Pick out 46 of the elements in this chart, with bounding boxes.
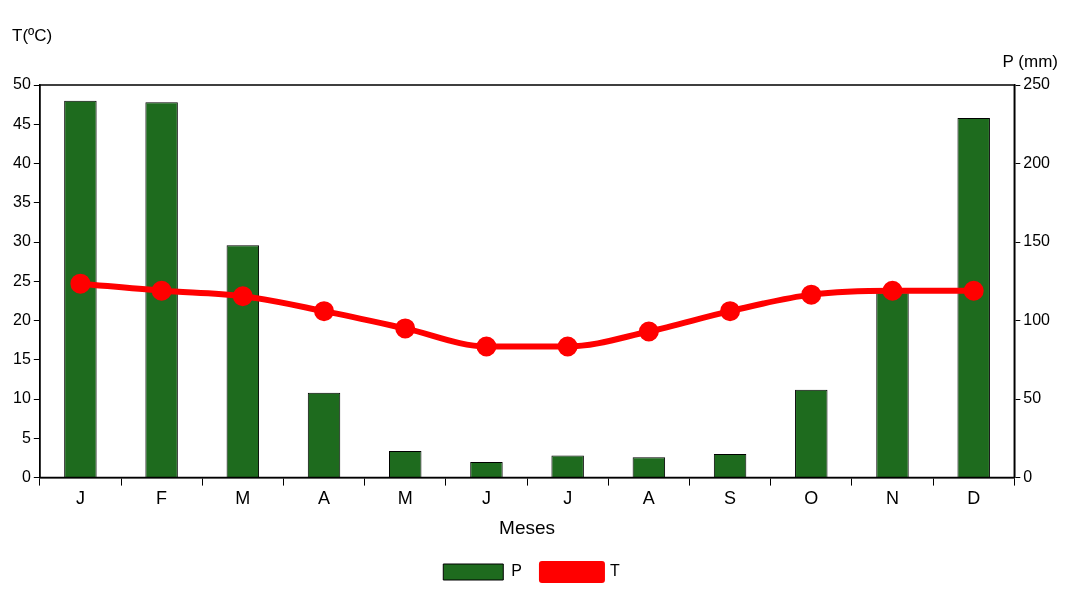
x-tick-label: A xyxy=(318,488,331,509)
y-tick-label: 5 xyxy=(21,428,31,446)
legend-label: P xyxy=(511,562,522,580)
x-tick-label: J xyxy=(563,488,573,509)
x-tick-label: A xyxy=(642,488,655,509)
point xyxy=(720,301,741,322)
point xyxy=(232,286,253,307)
y-tick-label: 25 xyxy=(13,271,31,289)
y-axis-title: T(ºC) xyxy=(12,25,53,45)
y-tick-label: 0 xyxy=(21,468,31,486)
x-tick-label: J xyxy=(75,488,85,509)
y2-tick-label: 150 xyxy=(1023,232,1051,250)
point xyxy=(882,280,903,301)
point xyxy=(314,301,335,322)
y-tick-label: 45 xyxy=(13,114,31,132)
point xyxy=(70,273,91,294)
y-tick-label: 20 xyxy=(13,310,31,328)
point xyxy=(557,336,578,357)
y-tick-label: 50 xyxy=(13,75,31,93)
y-tick-label: 40 xyxy=(13,153,31,171)
x-tick-label: F xyxy=(156,488,168,509)
legend-label: T xyxy=(609,562,620,580)
x-tick-label: O xyxy=(804,488,819,509)
point xyxy=(801,284,822,305)
y2-tick-label: 100 xyxy=(1023,310,1051,328)
y-tick-label: 35 xyxy=(13,193,31,211)
x-tick-label: N xyxy=(885,488,899,509)
point xyxy=(638,321,659,342)
y-tick-label: 10 xyxy=(13,389,31,407)
point xyxy=(151,280,172,301)
point xyxy=(395,318,416,339)
y2-axis-title: P (mm) xyxy=(1002,51,1058,71)
y-tick-label: 15 xyxy=(13,350,31,368)
y2-tick-label: 200 xyxy=(1023,153,1051,171)
x-tick-label: S xyxy=(724,488,737,509)
point xyxy=(963,280,984,301)
y-tick-label: 30 xyxy=(13,232,31,250)
y2-tick-label: 50 xyxy=(1023,389,1042,407)
x-tick-label: D xyxy=(967,488,981,509)
point xyxy=(476,336,497,357)
y2-tick-label: 0 xyxy=(1023,468,1033,486)
x-tick-label: M xyxy=(235,488,251,509)
x-axis-title: Meses xyxy=(499,516,556,538)
y2-tick-label: 250 xyxy=(1023,75,1051,93)
x-tick-label: M xyxy=(397,488,413,509)
x-tick-label: J xyxy=(481,488,491,509)
